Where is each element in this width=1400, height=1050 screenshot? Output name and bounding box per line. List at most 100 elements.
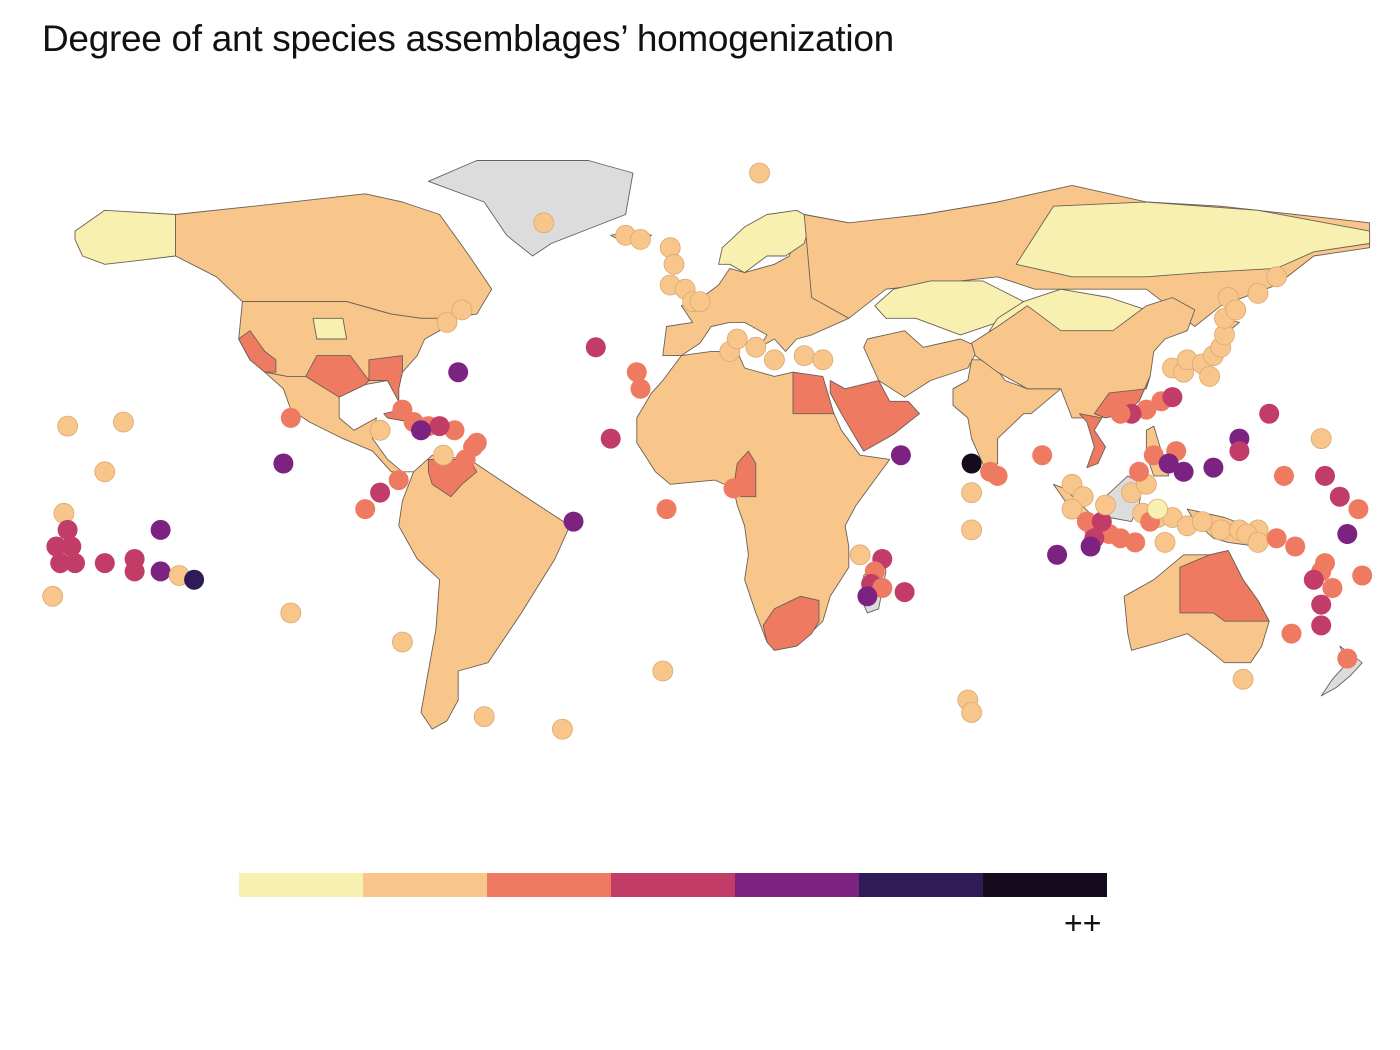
world-map [42,160,1373,740]
map-title: Degree of ant species assemblages’ homog… [42,18,894,59]
island-point-98 [1125,532,1146,553]
island-point-36 [280,407,301,428]
island-point-69 [857,586,878,607]
island-point-22 [793,345,815,367]
island-data-points [42,162,1373,740]
island-point-139 [1337,524,1358,544]
island-point-2 [630,228,651,250]
region-india [952,359,1062,473]
island-point-9 [689,291,711,313]
region-greenland [427,160,634,257]
island-point-102 [1210,519,1232,541]
legend-swatch-5 [859,873,983,897]
region-usa-southeast [368,355,403,402]
island-point-70 [894,582,915,603]
region-egypt [792,371,835,415]
island-point-112 [1173,461,1194,482]
island-point-4 [663,253,685,275]
island-point-38 [388,470,409,491]
island-point-73 [961,482,982,504]
island-point-64 [849,544,871,566]
island-point-20 [726,328,748,350]
island-point-101 [1191,511,1213,532]
region-central-asia [863,330,980,398]
island-point-48 [50,553,71,574]
island-point-62 [652,660,674,682]
island-point-149 [1281,623,1302,644]
island-point-152 [1232,668,1254,690]
island-point-41 [113,411,134,433]
island-point-145 [1352,565,1373,586]
island-point-134 [1203,457,1224,478]
island-point-10 [436,311,458,333]
island-point-144 [1315,553,1335,574]
island-point-14 [626,362,647,383]
island-point-45 [57,519,78,540]
island-point-58 [280,602,302,624]
region-usa-california [238,330,277,373]
island-point-135 [1229,441,1250,462]
island-point-110 [1129,461,1149,482]
island-point-82 [1061,498,1083,520]
island-point-74 [961,519,982,541]
island-point-106 [1247,532,1269,553]
island-point-128 [1225,299,1247,321]
island-point-17 [656,499,677,520]
island-point-12 [585,337,606,358]
region-usa-great-plains [312,317,348,340]
island-point-21 [764,349,785,371]
island-point-113 [1158,453,1179,474]
island-point-109 [1143,445,1164,466]
island-point-63 [723,478,744,499]
region-canada [175,193,493,319]
island-point-35 [466,432,487,453]
island-point-137 [1315,465,1335,486]
island-point-34 [369,419,391,441]
island-point-47 [61,536,82,557]
region-alaska [74,209,176,265]
island-point-129 [1247,282,1269,304]
region-southeast-china [1093,375,1151,419]
island-point-141 [1310,428,1332,450]
island-point-136 [1274,465,1294,486]
island-point-60 [473,706,495,727]
island-point-46 [46,536,67,557]
island-point-11 [451,299,473,321]
island-point-50 [94,553,115,574]
island-point-89 [1080,536,1101,557]
island-point-108 [1147,498,1168,520]
island-point-138 [1329,486,1350,507]
island-point-79 [961,702,982,723]
island-point-77 [1032,445,1053,466]
island-point-53 [150,561,171,582]
island-point-148 [1311,594,1332,615]
legend-swatch-4 [735,873,859,897]
island-point-57 [42,585,64,607]
legend-swatch-0 [239,873,363,897]
island-point-99 [1154,532,1176,553]
island-point-71 [890,445,911,466]
region-china [971,297,1196,419]
island-point-59 [391,631,413,653]
island-point-13 [448,362,469,383]
island-point-68 [872,578,893,598]
legend-swatch-2 [487,873,611,897]
legend-swatch-6 [983,873,1107,897]
island-point-39 [370,482,391,503]
island-point-43 [94,461,116,483]
island-point-52 [124,561,145,582]
island-point-40 [355,499,376,520]
island-point-5 [749,162,770,184]
island-point-61 [552,718,573,740]
island-point-131 [1199,365,1220,387]
island-point-18 [563,511,584,532]
island-point-133 [1259,403,1280,424]
region-australia-northeast [1179,550,1270,622]
island-point-130 [1266,266,1287,288]
island-point-151 [1311,615,1332,636]
island-point-32 [455,449,476,470]
legend-max-label: ++ [1064,905,1102,941]
color-scale-legend [239,873,1107,897]
island-point-90 [1047,544,1068,565]
island-point-72 [961,453,982,474]
